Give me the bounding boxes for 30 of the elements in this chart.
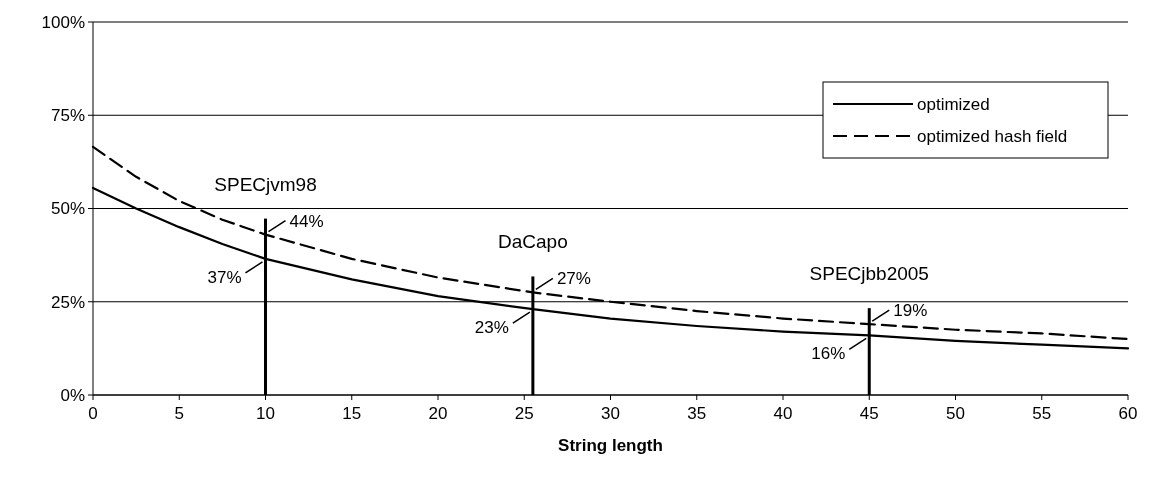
annotation: 19% bbox=[893, 301, 928, 321]
ref-line-label: SPECjvm98 bbox=[214, 173, 317, 195]
y-tick-label: 50% bbox=[50, 199, 85, 219]
annotation: 23% bbox=[474, 318, 509, 338]
x-axis-title: String length bbox=[558, 436, 663, 455]
x-tick-label: 0 bbox=[88, 404, 98, 423]
x-tick-label: 35 bbox=[687, 404, 707, 423]
x-tick-label: 30 bbox=[601, 404, 620, 423]
y-tick-label: 75% bbox=[50, 106, 85, 126]
legend-label: optimized hash field bbox=[917, 126, 1068, 146]
y-tick-label: 25% bbox=[50, 292, 85, 312]
annotation: 27% bbox=[556, 269, 591, 289]
x-tick-label: 10 bbox=[256, 404, 275, 423]
ref-line-label: DaCapo bbox=[498, 231, 568, 253]
x-tick-label: 60 bbox=[1118, 404, 1138, 423]
x-tick-label: 45 bbox=[859, 404, 879, 423]
ref-line-label: SPECjbb2005 bbox=[809, 263, 929, 285]
annotation: 16% bbox=[811, 344, 846, 364]
legend-label: optimized bbox=[917, 94, 990, 114]
x-tick-label: 55 bbox=[1032, 404, 1052, 423]
x-tick-label: 50 bbox=[946, 404, 965, 423]
x-tick-label: 15 bbox=[342, 404, 362, 423]
x-tick-label: 20 bbox=[428, 404, 448, 423]
y-tick-label: 0% bbox=[60, 385, 85, 405]
x-tick-label: 25 bbox=[514, 404, 534, 423]
x-tick-label: 40 bbox=[773, 404, 793, 423]
y-tick-label: 100% bbox=[41, 12, 85, 32]
annotation: 44% bbox=[289, 211, 324, 231]
annotation: 37% bbox=[207, 267, 242, 287]
x-tick-label: 5 bbox=[174, 404, 184, 423]
